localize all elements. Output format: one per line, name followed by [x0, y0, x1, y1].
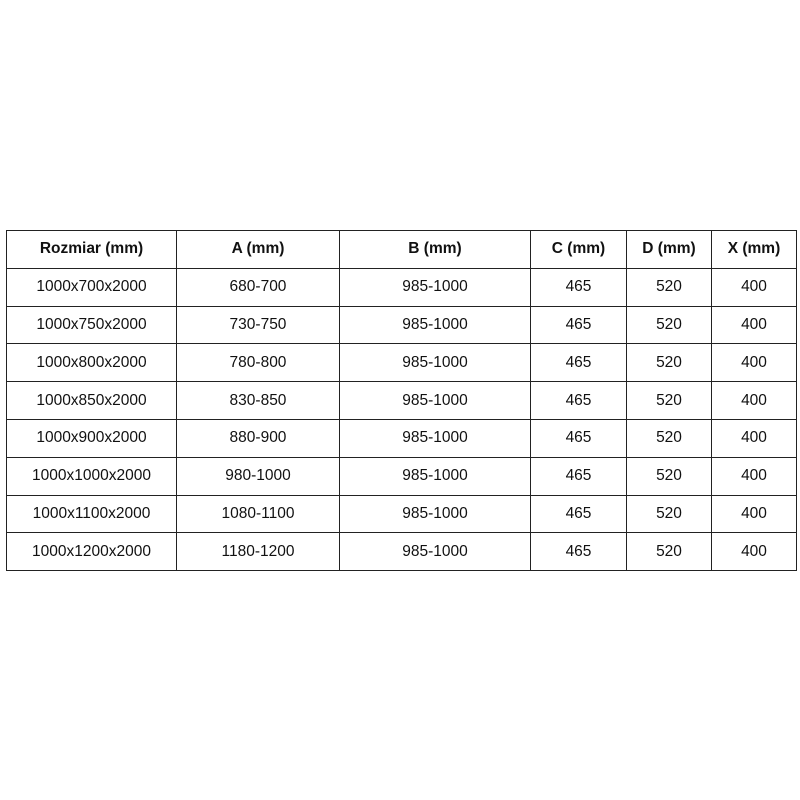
table-cell: 400	[711, 305, 797, 345]
table-cell: 985-1000	[339, 532, 531, 572]
table-cell: 1000x850x2000	[6, 381, 177, 420]
table-cell: 465	[530, 267, 627, 307]
header-row: Rozmiar (mm) A (mm) B (mm) C (mm) D (mm) X (m…	[6, 230, 797, 269]
table-cell: 985-1000	[339, 456, 531, 496]
table-cell: 400	[711, 381, 797, 420]
table-row: 1000x700x2000 680-700 985-1000 465 520 400	[6, 267, 797, 307]
table-cell: 465	[530, 418, 627, 458]
table-cell: 400	[711, 267, 797, 307]
table-cell: 520	[626, 532, 712, 572]
table-cell: 465	[530, 343, 627, 383]
table-cell: 465	[530, 494, 627, 534]
table-row: 1000x900x2000 880-900 985-1000 465 520 400	[6, 418, 797, 458]
table-cell: 520	[626, 494, 712, 534]
column-header: A (mm)	[176, 230, 340, 269]
table-cell: 400	[711, 532, 797, 572]
table-cell: 985-1000	[339, 418, 531, 458]
table-cell: 520	[626, 343, 712, 383]
column-header: X (mm)	[711, 230, 797, 269]
table-cell: 400	[711, 343, 797, 383]
table-cell: 985-1000	[339, 381, 531, 420]
table-row: 1000x1200x2000 1180-1200 985-1000 465 520 400	[6, 532, 797, 572]
table-cell: 1180-1200	[176, 532, 340, 572]
table-cell: 680-700	[176, 267, 340, 307]
table-row: 1000x750x2000 730-750 985-1000 465 520 400	[6, 305, 797, 345]
table-cell: 400	[711, 418, 797, 458]
table-cell: 1000x700x2000	[6, 267, 177, 307]
table-cell: 730-750	[176, 305, 340, 345]
table-row: 1000x1100x2000 1080-1100 985-1000 465 520 400	[6, 494, 797, 534]
table-cell: 1000x1100x2000	[6, 494, 177, 534]
table-cell: 465	[530, 456, 627, 496]
table-cell: 985-1000	[339, 267, 531, 307]
column-header: Rozmiar (mm)	[6, 230, 177, 269]
table-row: 1000x1000x2000 980-1000 985-1000 465 520 400	[6, 456, 797, 496]
column-header: C (mm)	[530, 230, 627, 269]
table-cell: 520	[626, 267, 712, 307]
column-header: D (mm)	[626, 230, 712, 269]
table-cell: 1000x900x2000	[6, 418, 177, 458]
table-cell: 985-1000	[339, 305, 531, 345]
table-cell: 980-1000	[176, 456, 340, 496]
dimensions-table: Rozmiar (mm) A (mm) B (mm) C (mm) D (mm) X (m…	[6, 230, 797, 572]
table-row: 1000x850x2000 830-850 985-1000 465 520 400	[6, 381, 797, 420]
table-cell: 985-1000	[339, 494, 531, 534]
table-cell: 880-900	[176, 418, 340, 458]
table-cell: 1000x1000x2000	[6, 456, 177, 496]
table-cell: 465	[530, 305, 627, 345]
table-cell: 985-1000	[339, 343, 531, 383]
table-cell: 1080-1100	[176, 494, 340, 534]
table-cell: 520	[626, 456, 712, 496]
table-cell: 400	[711, 494, 797, 534]
table-cell: 1000x750x2000	[6, 305, 177, 345]
table-cell: 780-800	[176, 343, 340, 383]
table-row: 1000x800x2000 780-800 985-1000 465 520 400	[6, 343, 797, 383]
table-cell: 1000x1200x2000	[6, 532, 177, 572]
column-header: B (mm)	[339, 230, 531, 269]
table-cell: 400	[711, 456, 797, 496]
table-cell: 830-850	[176, 381, 340, 420]
table-cell: 465	[530, 381, 627, 420]
table-cell: 520	[626, 381, 712, 420]
table-cell: 465	[530, 532, 627, 572]
table-cell: 520	[626, 305, 712, 345]
table-cell: 520	[626, 418, 712, 458]
table-cell: 1000x800x2000	[6, 343, 177, 383]
